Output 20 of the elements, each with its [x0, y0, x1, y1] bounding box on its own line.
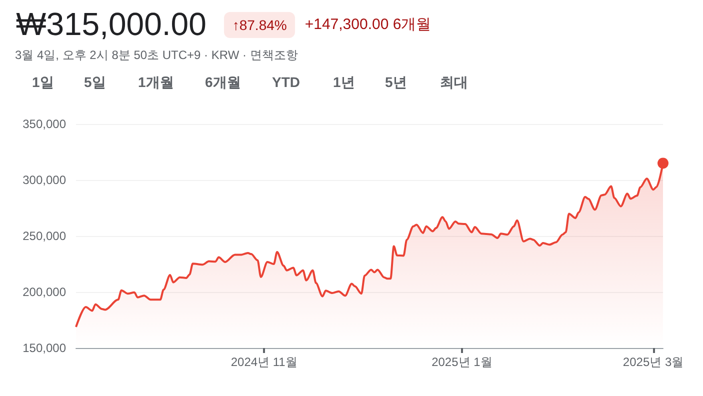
- text: 1일: [32, 74, 54, 92]
- y-tick-label: 350,000: [22, 117, 66, 131]
- chart-title: ₩315,000.00: [16, 6, 206, 43]
- text: 5년: [385, 74, 407, 92]
- x-tick-label: 2024년 11월: [230, 355, 298, 369]
- text: YTD: [272, 74, 300, 90]
- y-tick-label: 250,000: [22, 229, 66, 243]
- x-tick-label: 2025년 1월: [432, 355, 492, 369]
- y-tick-label: 150,000: [22, 341, 66, 355]
- text: 1년: [333, 74, 355, 92]
- text: ↑87.84%: [224, 12, 295, 38]
- x-tick-label: 2025년 3월: [622, 355, 684, 369]
- text: 5일: [84, 74, 106, 92]
- chart-subtitle: 3월 4일, 오후 2시 8분 50초 UTC+9 · KRW · 면책조항: [15, 47, 298, 64]
- text: +147,300.00 6개월: [304, 15, 432, 34]
- text: 1개월: [138, 74, 174, 92]
- text: 최대: [440, 74, 468, 92]
- y-tick-label: 300,000: [22, 173, 66, 187]
- y-tick-label: 200,000: [22, 285, 66, 299]
- text: 6개월: [205, 74, 241, 92]
